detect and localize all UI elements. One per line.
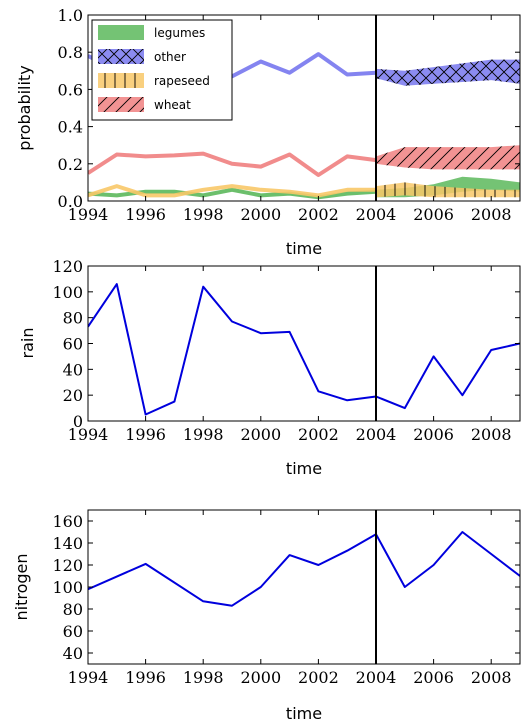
rain-axes-frame [87,265,521,422]
y-tick-label: 20 [63,386,83,405]
y-tick-label: 0 [73,412,83,431]
y-tick-label: 160 [52,512,83,531]
x-tick-label: 2004 [356,205,397,224]
rain-panel: 1994 1996 1998 2000 2002 2004 2006 2008 0 20 40 60 8… [18,257,521,478]
x-tick-label: 2006 [413,205,454,224]
x-tick-label: 1996 [125,668,166,687]
y-tick-label: 120 [52,556,83,575]
x-tick-label: 2002 [298,205,339,224]
y-tick-label: 80 [63,309,83,328]
probability-ticks: 1994 1996 1998 2000 2002 2004 2006 2008 0.0 0.2 0.… [58,6,520,224]
nitrogen-x-axis-label: time [286,704,322,723]
x-tick-label: 2008 [471,425,512,444]
legend-swatch-legumes [98,25,144,40]
y-tick-label: 60 [63,335,83,354]
legend-swatch-hatch-other [98,49,144,64]
y-tick-label: 100 [52,578,83,597]
nitrogen-y-axis-label: nitrogen [12,553,31,620]
y-tick-label: 1.0 [58,6,83,25]
series-other-forecast-hatch [376,59,520,86]
legend-label-other: other [154,50,186,64]
nitrogen-series-line [88,531,520,607]
legend-swatch-hatch-wheat [98,97,144,112]
y-tick-label: 40 [63,644,83,663]
legend-label-wheat: wheat [154,98,191,112]
probability-legend: legumes other rapeseed wheat [91,19,233,121]
nitrogen-panel: 1994 1996 1998 2000 2002 2004 2006 2008 40 60 80 10… [12,509,521,723]
x-tick-label: 1996 [125,425,166,444]
x-tick-label: 1998 [183,425,224,444]
rain-plot-area [88,283,520,416]
x-tick-label: 1994 [68,205,109,224]
series-wheat-history-line [88,151,377,177]
legend-label-legumes: legumes [154,26,205,40]
y-tick-label: 0.8 [58,43,83,62]
x-tick-label: 1994 [68,668,109,687]
x-tick-label: 2002 [298,425,339,444]
y-tick-label: 0.2 [58,155,83,174]
probability-axes-frame [87,14,521,202]
x-tick-label: 1998 [183,668,224,687]
x-tick-label: 2002 [298,668,339,687]
x-tick-label: 2004 [356,668,397,687]
rain-y-axis-label: rain [18,328,37,359]
y-tick-label: 0.0 [58,192,83,211]
probability-panel: 1994 1996 1998 2000 2002 2004 2006 2008 0.0 0.2 0.… [15,6,521,258]
x-tick-label: 2006 [413,425,454,444]
probability-plot-area [88,52,520,200]
x-tick-label: 2008 [471,205,512,224]
rain-series-line [88,283,520,416]
probability-x-axis-label: time [286,239,322,258]
y-tick-label: 80 [63,600,83,619]
y-tick-label: 120 [52,257,83,276]
y-tick-label: 140 [52,534,83,553]
x-tick-label: 2004 [356,425,397,444]
nitrogen-ticks: 1994 1996 1998 2000 2002 2004 2006 2008 40 60 80 10… [52,510,520,687]
x-tick-label: 1998 [183,205,224,224]
nitrogen-axes-frame [87,509,521,665]
x-tick-label: 2000 [240,668,281,687]
rain-ticks: 1994 1996 1998 2000 2002 2004 2006 2008 0 20 40 60 8… [52,257,520,444]
y-tick-label: 0.6 [58,80,83,99]
y-tick-label: 40 [63,360,83,379]
series-rapeseed-forecast-hatch [376,182,520,198]
series-wheat-forecast-hatch [376,145,520,170]
probability-y-axis-label: probability [15,65,34,150]
nitrogen-plot-area [88,531,520,607]
legend-swatch-hatch-rapeseed [98,73,144,88]
legend-label-rapeseed: rapeseed [154,74,210,88]
x-tick-label: 2006 [413,668,454,687]
y-tick-label: 60 [63,622,83,641]
x-tick-label: 1996 [125,205,166,224]
x-tick-label: 2000 [240,425,281,444]
x-tick-label: 2000 [240,205,281,224]
y-tick-label: 0.4 [58,118,83,137]
x-tick-label: 1994 [68,425,109,444]
rain-x-axis-label: time [286,459,322,478]
y-tick-label: 100 [52,283,83,302]
series-rapeseed-history-line [88,184,376,198]
x-tick-label: 2008 [471,668,512,687]
